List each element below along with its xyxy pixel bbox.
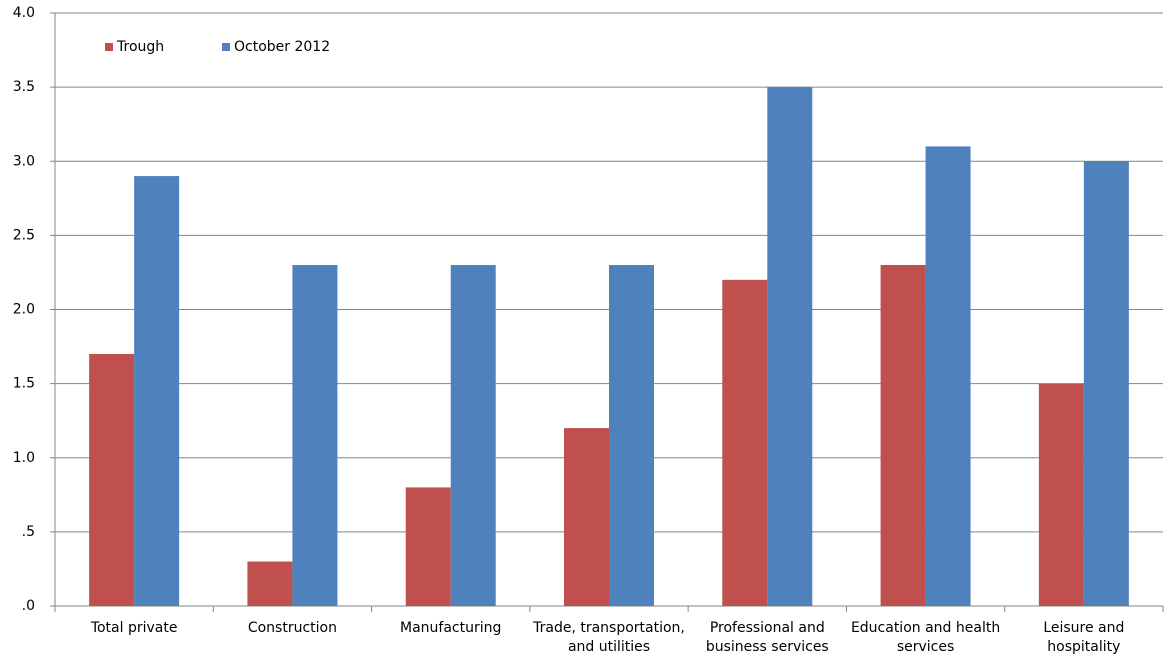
x-tick-label-line: Leisure and	[1043, 620, 1124, 636]
x-tick-label-line: Manufacturing	[400, 620, 501, 636]
x-tick-label: Total private	[90, 620, 178, 636]
bar	[609, 265, 654, 606]
bar	[722, 279, 768, 606]
x-tick-label-line: services	[897, 639, 954, 655]
y-tick-label: 4.0	[13, 5, 35, 21]
x-tick-label-line: Total private	[90, 620, 178, 636]
y-tick-label: 1.5	[13, 376, 35, 392]
bar	[1083, 161, 1129, 606]
x-tick-label-line: Education and health	[851, 620, 1000, 636]
bar	[405, 487, 451, 606]
legend-label: Trough	[116, 39, 164, 55]
bar	[292, 265, 338, 606]
bar	[564, 428, 609, 606]
bar	[450, 265, 496, 606]
x-tick-label: Professional and business services	[706, 620, 829, 655]
y-tick-label: 2.0	[13, 302, 35, 318]
legend-swatch	[222, 43, 230, 51]
bar	[247, 561, 293, 606]
bar	[925, 146, 971, 607]
legend-swatch	[105, 43, 113, 51]
y-tick-label: 3.5	[13, 79, 35, 95]
x-tick-label-line: and utilities	[568, 639, 650, 655]
x-tick-label-line: hospitality	[1047, 639, 1120, 655]
x-tick-label-line: business services	[706, 639, 829, 655]
x-tick-label-line: Trade, transportation,	[532, 620, 685, 636]
y-tick-label: 2.5	[13, 227, 35, 243]
x-tick-label: Education and health services	[851, 620, 1000, 655]
x-tick-label-line: Professional and	[710, 620, 825, 636]
bar	[89, 353, 135, 606]
bar	[1038, 383, 1084, 606]
x-tick-label: Manufacturing	[400, 620, 501, 636]
x-tick-label-line: Construction	[248, 620, 337, 636]
y-tick-label: 1.0	[13, 450, 35, 466]
x-tick-label: Trade, transportation, and utilities	[532, 620, 685, 655]
y-tick-label: .5	[22, 524, 35, 540]
y-tick-label: .0	[22, 598, 35, 614]
bar	[880, 265, 926, 606]
x-tick-label: Leisure and hospitality	[1043, 620, 1124, 655]
bar	[767, 87, 813, 606]
y-tick-label: 3.0	[13, 153, 35, 169]
x-tick-label: Construction	[248, 620, 337, 636]
bar	[134, 176, 180, 606]
legend-label: October 2012	[234, 39, 330, 55]
